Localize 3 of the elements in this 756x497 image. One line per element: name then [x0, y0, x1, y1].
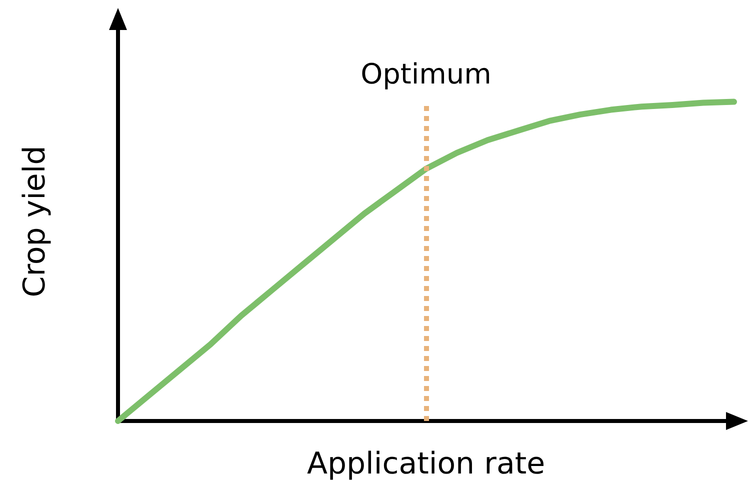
- text: Optimum: [360, 57, 492, 90]
- x-axis-title: Application rate: [306, 446, 546, 482]
- y-axis-title: Crop yield: [18, 146, 52, 298]
